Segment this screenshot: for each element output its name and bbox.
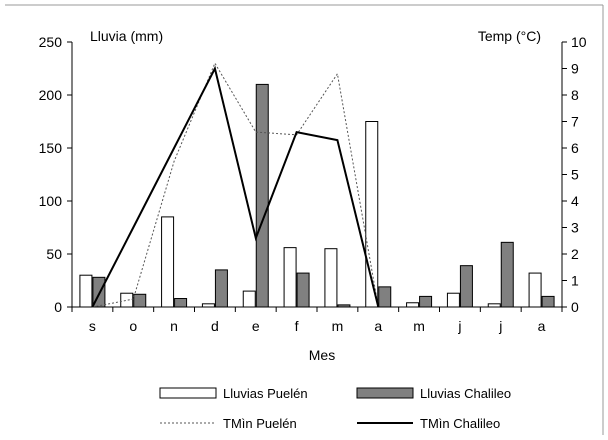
bar bbox=[214, 269, 228, 308]
series-line bbox=[91, 65, 380, 308]
bar bbox=[446, 292, 460, 308]
legend-label-lluvias-chalileo: Lluvias Chalileo bbox=[420, 386, 511, 401]
y2-tick-label: 5 bbox=[571, 167, 579, 183]
x-tick-label: e bbox=[252, 318, 260, 334]
bar bbox=[406, 302, 420, 308]
x-tick-label: m bbox=[332, 318, 344, 334]
bar bbox=[283, 247, 297, 308]
y-tick-label: 250 bbox=[39, 34, 63, 50]
lines bbox=[91, 62, 380, 308]
y-tick-label: 100 bbox=[39, 193, 63, 209]
y2-tick-label: 9 bbox=[571, 61, 579, 77]
bar bbox=[133, 293, 147, 308]
bar bbox=[324, 248, 338, 308]
y2-tick-label: 8 bbox=[571, 87, 579, 103]
x-tick-label: j bbox=[457, 318, 461, 334]
y2-tick-label: 3 bbox=[571, 220, 579, 236]
legend-swatch-lluvias-puelen bbox=[159, 387, 217, 399]
x-tick-label: f bbox=[295, 318, 299, 334]
y2-tick-label: 2 bbox=[571, 246, 579, 262]
axes: 0 50 100 150 200 250 0 1 2 3 4 5 6 7 8 9 10 s o n d e f m a m j j a bbox=[39, 34, 587, 334]
x-tick-label: d bbox=[211, 318, 219, 334]
x-tick-label: o bbox=[129, 318, 137, 334]
y2-tick-label: 1 bbox=[571, 273, 579, 289]
bar bbox=[79, 274, 93, 308]
bar bbox=[174, 298, 188, 308]
x-tick-label: m bbox=[413, 318, 425, 334]
bar bbox=[528, 272, 542, 308]
bar bbox=[201, 303, 215, 308]
bar bbox=[255, 83, 269, 308]
bar bbox=[378, 286, 392, 308]
bars bbox=[79, 83, 555, 308]
bar bbox=[296, 272, 310, 308]
y-tick-label: 50 bbox=[46, 246, 62, 262]
x-axis-title: Mes bbox=[309, 347, 335, 363]
bar bbox=[337, 304, 351, 308]
legend-label-lluvias-puelen: Lluvias Puelén bbox=[223, 386, 308, 401]
x-tick-label: j bbox=[498, 318, 502, 334]
x-tick-label: a bbox=[538, 318, 546, 334]
y2-tick-label: 10 bbox=[571, 34, 587, 50]
bar bbox=[541, 295, 555, 308]
bar bbox=[120, 292, 134, 308]
y-tick-label: 150 bbox=[39, 140, 63, 156]
series-line bbox=[92, 62, 379, 308]
bar bbox=[419, 295, 433, 308]
bar bbox=[365, 121, 379, 308]
y2-tick-label: 7 bbox=[571, 114, 579, 130]
legend-label-tmin-puelen: TMìn Puelén bbox=[223, 416, 297, 431]
bar bbox=[459, 265, 473, 308]
bar bbox=[242, 290, 256, 308]
y2-tick-label: 6 bbox=[571, 140, 579, 156]
y-tick-label: 0 bbox=[54, 299, 62, 315]
x-tick-label: n bbox=[170, 318, 178, 334]
y2-tick-label: 0 bbox=[571, 299, 579, 315]
bar bbox=[161, 216, 175, 308]
x-tick-label: a bbox=[374, 318, 382, 334]
y2-axis-title: Temp (°C) bbox=[478, 28, 541, 44]
y2-tick-label: 4 bbox=[571, 193, 579, 209]
plot-border bbox=[5, 4, 604, 435]
legend-swatch-lluvias-chalileo bbox=[356, 387, 414, 399]
y-tick-label: 200 bbox=[39, 87, 63, 103]
y-axis-title: Lluvia (mm) bbox=[90, 28, 163, 44]
x-tick-label: s bbox=[89, 318, 96, 334]
legend-label-tmin-chalileo: TMìn Chalileo bbox=[420, 416, 500, 431]
bar bbox=[500, 241, 514, 308]
legend: Lluvias Puelén Lluvias Chalileo TMìn Pue… bbox=[159, 386, 511, 431]
bar bbox=[487, 303, 501, 308]
